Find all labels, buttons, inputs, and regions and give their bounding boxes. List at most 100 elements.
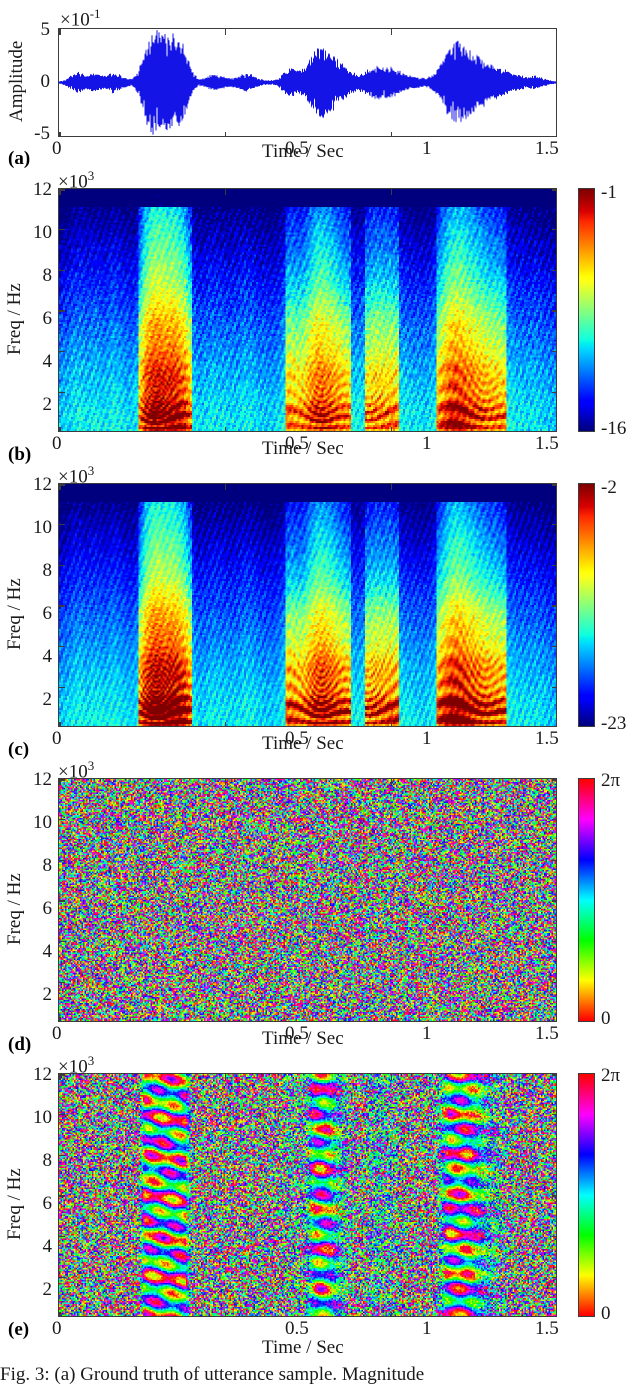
y-tick-mark — [552, 818, 556, 821]
y-tick-mark — [59, 350, 65, 353]
x-tick-mark — [224, 779, 227, 785]
panel-b-colorbar — [578, 188, 595, 432]
panel-e-estimated-phase: ×103 12 10 8 6 4 2 Freq / Hz 2π 0 0 0.5 … — [0, 1045, 640, 1358]
panel-e-colorbar-max: 2π — [601, 1065, 621, 1086]
panel-b-x-axis-label: Time / Sec — [262, 438, 344, 459]
panel-label-b: (b) — [8, 444, 32, 465]
x-tick-mark — [556, 779, 557, 785]
y-tick-mark — [552, 1195, 556, 1197]
panel-c-axes — [58, 483, 557, 727]
y-tick-mark — [552, 228, 556, 231]
y-tick-mark — [59, 818, 65, 821]
panel-d-y-exponent: ×103 — [58, 758, 95, 783]
panel-c-xtick-05: 0.5 — [285, 728, 309, 749]
colorbar-canvas-e — [579, 1074, 594, 1316]
panel-c-colorbar-max: -2 — [601, 477, 617, 498]
x-tick-mark — [224, 189, 227, 195]
y-tick-mark — [59, 1113, 65, 1116]
x-tick-mark — [224, 484, 227, 490]
panel-a-axes — [58, 28, 557, 137]
y-tick-mark — [59, 645, 65, 648]
x-tick-mark — [224, 722, 227, 726]
y-tick-mark — [552, 1074, 556, 1076]
panel-e-colorbar-min: 0 — [601, 1303, 611, 1324]
y-tick-mark — [552, 645, 556, 648]
spectrogram-canvas-c — [59, 484, 556, 726]
y-tick-mark — [59, 564, 65, 567]
y-tick-mark — [59, 859, 65, 862]
panel-c-xtick-1: 1 — [422, 728, 432, 749]
x-tick-mark — [556, 189, 557, 195]
panel-a-y-exponent: ×10-1 — [60, 6, 101, 31]
panel-d-random-phase: ×103 12 10 8 6 4 2 Freq / Hz 2π 0 0 0.5 … — [0, 750, 640, 1055]
panel-b-ytick-6: 6 — [42, 308, 53, 329]
panel-d-ytick-12: 12 — [33, 769, 52, 790]
panel-e-xtick-15: 1.5 — [535, 1318, 559, 1339]
panel-label-a: (a) — [8, 148, 31, 169]
panel-b-ytick-8: 8 — [42, 265, 53, 286]
panel-b-xtick-15: 1.5 — [535, 433, 559, 454]
x-tick-mark — [390, 779, 393, 785]
panel-e-axes — [58, 1073, 557, 1317]
y-tick-mark — [59, 1195, 65, 1197]
y-tick-mark — [59, 940, 65, 943]
x-tick-mark — [556, 722, 557, 727]
panel-c-xtick-15: 1.5 — [535, 728, 559, 749]
panel-a-x-axis-label: Time / Sec — [262, 141, 344, 162]
panel-c-magnitude-spectrogram: ×103 12 10 8 6 4 2 Freq / Hz -2 -23 0 0.… — [0, 455, 640, 760]
panel-label-c: (c) — [8, 739, 30, 760]
y-tick-mark — [59, 900, 65, 902]
panel-d-axes — [58, 778, 557, 1022]
panel-b-colorbar-min: -16 — [601, 418, 627, 439]
panel-label-e: (e) — [8, 1319, 30, 1340]
panel-e-ytick-12: 12 — [33, 1064, 52, 1085]
panel-d-ytick-6: 6 — [42, 898, 53, 919]
colorbar-canvas-c — [579, 484, 594, 726]
panel-e-y-axis-label: Freq / Hz — [4, 1168, 25, 1240]
panel-c-ytick-2: 2 — [42, 689, 53, 710]
x-tick-mark — [390, 189, 393, 195]
x-tick-mark — [59, 29, 61, 35]
y-tick-mark — [59, 189, 65, 191]
panel-a-xtick-15: 1.5 — [535, 138, 559, 159]
y-tick-mark — [552, 1235, 556, 1238]
x-tick-mark — [556, 427, 557, 432]
panel-c-colorbar-min: -23 — [601, 713, 627, 734]
waveform-canvas — [59, 29, 556, 136]
x-tick-mark — [556, 1017, 557, 1022]
y-tick-mark — [59, 686, 65, 689]
panel-a-ytick-neg5: -5 — [34, 123, 50, 144]
y-tick-mark — [59, 605, 65, 607]
y-tick-mark — [552, 269, 556, 272]
panel-d-x-axis-label: Time / Sec — [262, 1028, 344, 1049]
panel-a-xtick-05: 0.5 — [285, 138, 309, 159]
y-tick-mark — [59, 1235, 65, 1238]
panel-c-x-axis-label: Time / Sec — [262, 733, 344, 754]
panel-b-ytick-12: 12 — [33, 179, 52, 200]
spectrogram-canvas-b — [59, 189, 556, 431]
y-tick-mark — [59, 779, 65, 781]
panel-e-ytick-2: 2 — [42, 1279, 53, 1300]
panel-e-colorbar — [578, 1073, 595, 1317]
x-tick-mark — [59, 132, 61, 136]
x-tick-mark — [59, 1017, 61, 1021]
y-tick-mark — [552, 564, 556, 567]
panel-a-waveform: ×10-1 5 0 -5 Amplitude 0 0.5 1 1.5 Time … — [0, 0, 640, 169]
x-tick-mark — [390, 484, 393, 490]
panel-b-magnitude-spectrogram: ×103 12 10 8 6 4 2 Freq / Hz -1 -16 0 0.… — [0, 160, 640, 465]
y-tick-mark — [552, 350, 556, 353]
y-tick-mark — [552, 310, 556, 312]
panel-c-y-exponent: ×103 — [58, 463, 95, 488]
x-tick-mark — [390, 427, 393, 431]
panel-c-xtick-0: 0 — [52, 728, 62, 749]
y-tick-mark — [552, 940, 556, 943]
y-tick-mark — [59, 981, 65, 984]
y-tick-mark — [59, 1154, 65, 1157]
panel-b-ytick-10: 10 — [33, 222, 52, 243]
y-tick-mark — [552, 484, 556, 486]
panel-a-ytick-0: 0 — [40, 71, 51, 92]
panel-e-ytick-4: 4 — [42, 1236, 53, 1257]
x-tick-mark — [390, 722, 393, 726]
panel-d-xtick-15: 1.5 — [535, 1023, 559, 1044]
panel-b-axes — [58, 188, 557, 432]
